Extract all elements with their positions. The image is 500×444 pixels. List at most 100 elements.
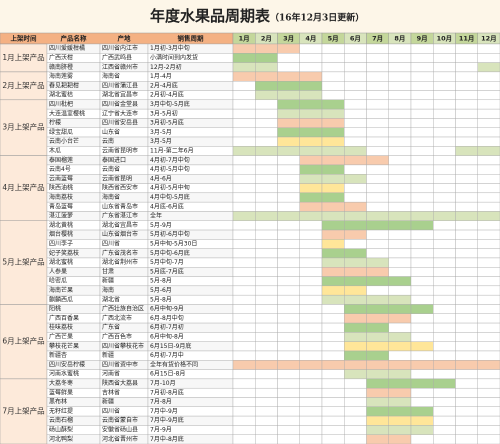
origin-text: 山东省青岛市	[102, 202, 138, 210]
product-text: 广西百香果	[49, 314, 79, 322]
month-cell	[344, 81, 367, 91]
month-cell	[277, 201, 300, 212]
month-cell	[277, 387, 300, 398]
month-cell	[388, 369, 412, 380]
product-text: 湖北蜜桔	[49, 91, 73, 99]
product-text: 无籽红提	[49, 407, 73, 415]
month-cell	[321, 304, 345, 314]
month-cell	[455, 71, 478, 82]
month-cell	[321, 257, 345, 268]
origin-text: 四川省攀枝花市	[102, 342, 144, 350]
month-cell	[344, 136, 367, 147]
month-cell	[255, 332, 278, 342]
month-cell	[255, 294, 278, 305]
month-cell	[455, 369, 478, 380]
product-text: 青岛蓝莓	[49, 202, 73, 210]
month-cell	[321, 378, 345, 389]
month-cell	[410, 294, 434, 305]
month-cell	[232, 136, 256, 147]
origin-text: 新疆	[102, 398, 114, 406]
period-text: 2月初-4月底	[150, 91, 184, 99]
month-cell	[232, 174, 256, 184]
origin-text: 广西百色市	[102, 333, 132, 341]
origin-text: 云南	[102, 137, 114, 145]
product-text: 麒麟西瓜	[49, 295, 73, 303]
month-cell	[344, 220, 367, 231]
month-cell	[366, 378, 389, 389]
origin-text: 广西北流市	[102, 314, 132, 322]
month-cell	[232, 239, 256, 249]
month-cell	[433, 229, 456, 240]
month-cell	[433, 201, 456, 212]
month-header: 9月	[417, 35, 428, 43]
month-cell	[277, 62, 300, 73]
month-cell	[477, 118, 500, 128]
month-cell	[299, 313, 323, 324]
period-text: 4月中旬-5月底	[150, 193, 190, 201]
month-cell	[232, 267, 256, 277]
origin-text: 河北省晋州市	[102, 435, 138, 443]
month-cell	[299, 350, 323, 361]
column-header: 产品名称	[61, 34, 88, 43]
month-cell	[366, 99, 389, 110]
month-cell	[433, 118, 456, 128]
month-cell	[232, 257, 256, 268]
month-cell	[255, 285, 278, 296]
month-cell	[232, 434, 256, 444]
month-header: 7月	[372, 35, 383, 43]
month-cell	[255, 99, 278, 110]
month-cell	[255, 406, 278, 417]
month-cell	[410, 406, 434, 417]
month-cell	[299, 332, 323, 342]
month-cell	[433, 183, 456, 194]
month-cell	[455, 267, 478, 277]
product-text: 蓝莓鲜果	[49, 388, 73, 396]
month-cell	[232, 43, 256, 54]
month-cell	[433, 192, 456, 203]
period-text: 5月-8月	[150, 296, 172, 303]
month-cell	[299, 378, 323, 389]
title: 年度水果品周期表	[150, 7, 271, 25]
month-cell	[388, 127, 412, 138]
origin-text: 四川省内江市	[102, 44, 138, 52]
month-cell	[433, 90, 456, 101]
month-cell	[410, 164, 434, 175]
month-cell	[321, 71, 345, 82]
month-cell	[477, 164, 500, 175]
month-cell	[321, 369, 345, 380]
month-cell	[255, 378, 278, 389]
month-cell	[255, 322, 278, 333]
month-cell	[366, 387, 389, 398]
month-cell	[232, 108, 256, 119]
origin-text: 云南省蒙自市	[102, 416, 138, 424]
month-cell	[255, 127, 278, 138]
product-text: 海南芒果	[49, 286, 73, 294]
month-cell	[299, 285, 323, 296]
month-cell	[477, 146, 500, 156]
product-text: 湛江菠萝	[49, 212, 73, 220]
month-cell	[344, 341, 367, 352]
month-cell	[321, 164, 345, 175]
month-cell	[277, 108, 300, 119]
month-cell	[344, 211, 367, 221]
month-cell	[255, 108, 278, 119]
origin-text: 陕西省西安市	[102, 184, 138, 192]
month-cell	[255, 369, 278, 380]
group-cell	[0, 155, 48, 221]
month-cell	[388, 294, 412, 305]
month-cell	[277, 415, 300, 426]
month-cell	[232, 192, 256, 203]
month-cell	[321, 62, 345, 73]
month-cell	[433, 406, 456, 417]
month-cell	[455, 350, 478, 361]
month-cell	[277, 397, 300, 407]
month-cell	[388, 257, 412, 268]
month-cell	[232, 425, 256, 435]
month-cell	[455, 81, 478, 91]
month-cell	[366, 43, 389, 54]
month-cell	[455, 322, 478, 333]
month-cell	[321, 415, 345, 426]
month-cell	[366, 304, 389, 314]
period-text: 3月-5月初	[150, 109, 178, 117]
origin-text: 四川省资中市	[102, 360, 138, 368]
